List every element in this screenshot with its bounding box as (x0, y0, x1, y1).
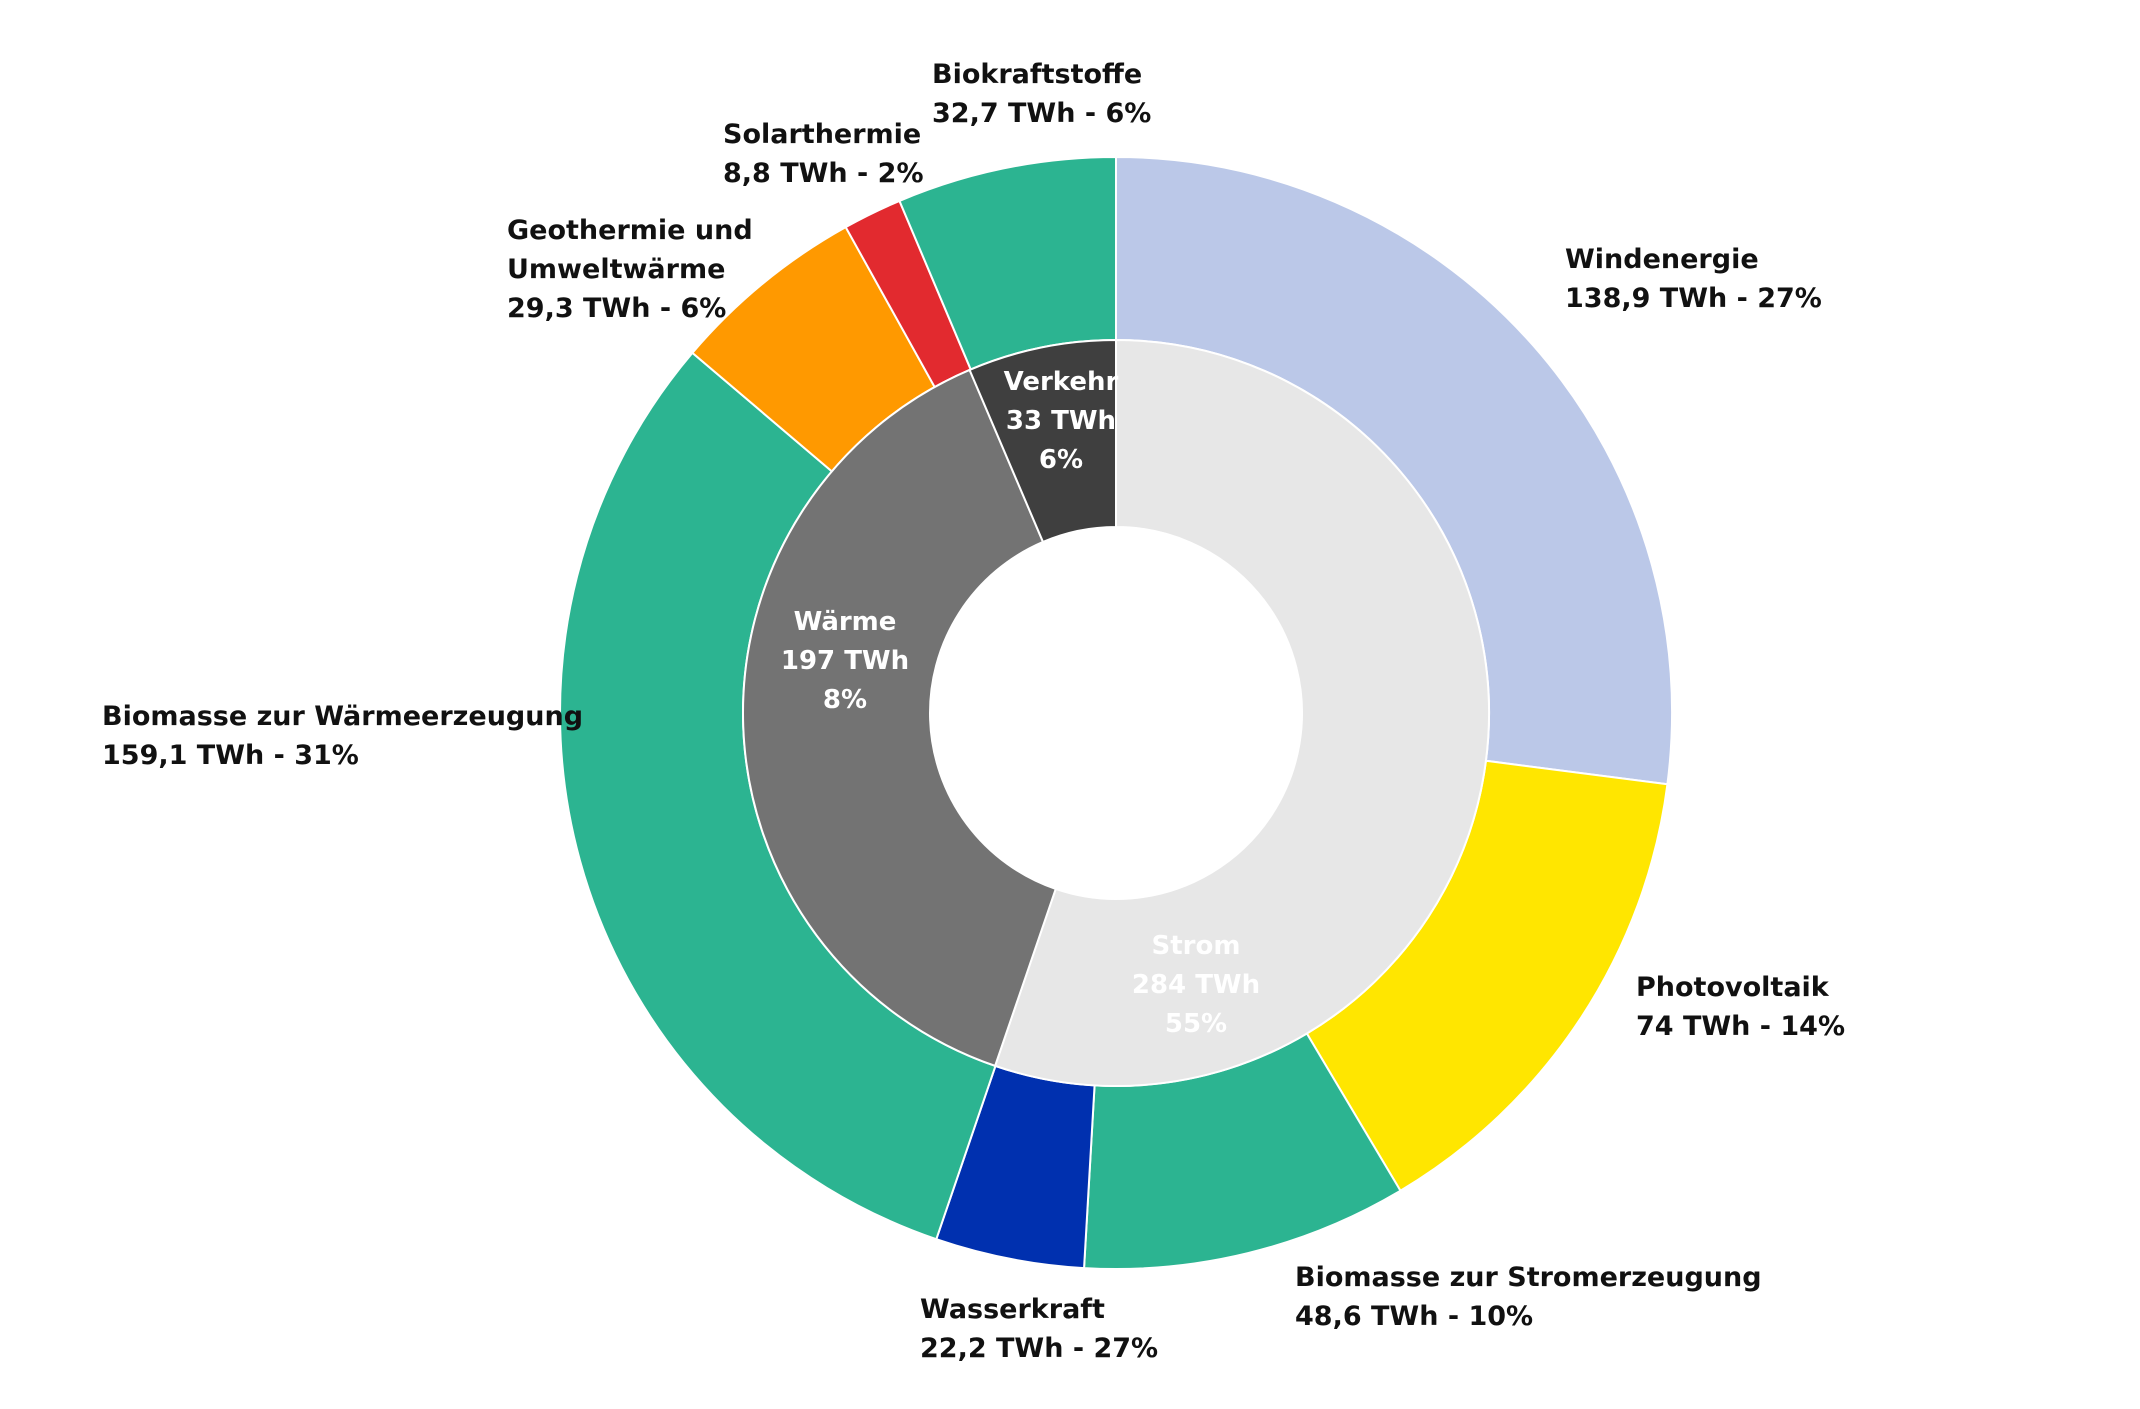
outer-name-biomasse-zur-waermeerzeugung: Biomasse zur Wärmeerzeugung (102, 701, 583, 732)
inner-name-verkehr: Verkehr (1004, 367, 1119, 397)
inner-name-waerme: Wärme (794, 607, 897, 637)
slice-inner-strom (993, 338, 1490, 1087)
inner-label-strom: Strom 284 TWh 55% (1132, 931, 1260, 1039)
outer-name-windenergie: Windenergie (1565, 244, 1759, 275)
outer-name-wasserkraft: Wasserkraft (920, 1294, 1105, 1325)
inner-value-label-verkehr: 33 TWh (1006, 406, 1116, 436)
outer-label-solarthermie: Solarthermie 8,8 TWh - 2% (723, 119, 924, 189)
inner-ring-labels: Strom 284 TWh 55% Wärme 197 TWh 8% Verkehr 33 T… (781, 367, 1260, 1039)
inner-ring (742, 338, 1490, 1087)
inner-value-label-waerme: 197 TWh (781, 646, 909, 676)
inner-percent-label-waerme: 8% (823, 685, 867, 715)
outer-value-geothermie-und-umweltwaerme: 29,3 TWh - 6% (507, 293, 726, 324)
outer-value-photovoltaik: 74 TWh - 14% (1636, 1011, 1845, 1042)
inner-value-label-strom: 284 TWh (1132, 970, 1260, 1000)
outer-ring-labels: Windenergie 138,9 TWh - 27% Photovoltaik 74… (102, 59, 1845, 1364)
inner-name-strom: Strom (1152, 931, 1241, 961)
outer-name-photovoltaik: Photovoltaik (1636, 972, 1830, 1003)
outer-value-solarthermie: 8,8 TWh - 2% (723, 158, 924, 189)
outer-value-biomasse-zur-waermeerzeugung: 159,1 TWh - 31% (102, 740, 359, 771)
inner-label-verkehr: Verkehr 33 TWh 6% (1004, 367, 1119, 475)
slice-inner-waerme (742, 368, 1057, 1068)
inner-percent-label-strom: 55% (1165, 1009, 1227, 1039)
outer-label-biokraftstoffe: Biokraftstoffe 32,7 TWh - 6% (932, 59, 1151, 129)
slice-inner-verkehr (968, 338, 1117, 544)
inner-percent-label-verkehr: 6% (1039, 445, 1083, 475)
outer-label-wasserkraft: Wasserkraft 22,2 TWh - 27% (920, 1294, 1158, 1364)
outer-name-solarthermie: Solarthermie (723, 119, 921, 150)
outer-value-wasserkraft: 22,2 TWh - 27% (920, 1333, 1158, 1364)
outer-label-windenergie: Windenergie 138,9 TWh - 27% (1565, 244, 1822, 314)
outer-label-photovoltaik: Photovoltaik 74 TWh - 14% (1636, 972, 1845, 1042)
outer-value-windenergie: 138,9 TWh - 27% (1565, 283, 1822, 314)
outer-label-geothermie-und-umweltwaerme: Geothermie und Umweltwärme 29,3 TWh - 6% (507, 215, 753, 324)
outer-label-biomasse-zur-stromerzeugung: Biomasse zur Stromerzeugung 48,6 TWh - 10… (1295, 1262, 1762, 1332)
inner-label-waerme: Wärme 197 TWh 8% (781, 607, 909, 715)
outer-label-biomasse-zur-waermeerzeugung: Biomasse zur Wärmeerzeugung 159,1 TWh - 3… (102, 701, 583, 771)
outer-name-biomasse-zur-stromerzeugung: Biomasse zur Stromerzeugung (1295, 1262, 1762, 1293)
outer-value-biomasse-zur-stromerzeugung: 48,6 TWh - 10% (1295, 1301, 1533, 1332)
outer-ring (559, 155, 1673, 1270)
outer-name-biokraftstoffe: Biokraftstoffe (932, 59, 1142, 90)
outer-value-biokraftstoffe: 32,7 TWh - 6% (932, 98, 1151, 129)
